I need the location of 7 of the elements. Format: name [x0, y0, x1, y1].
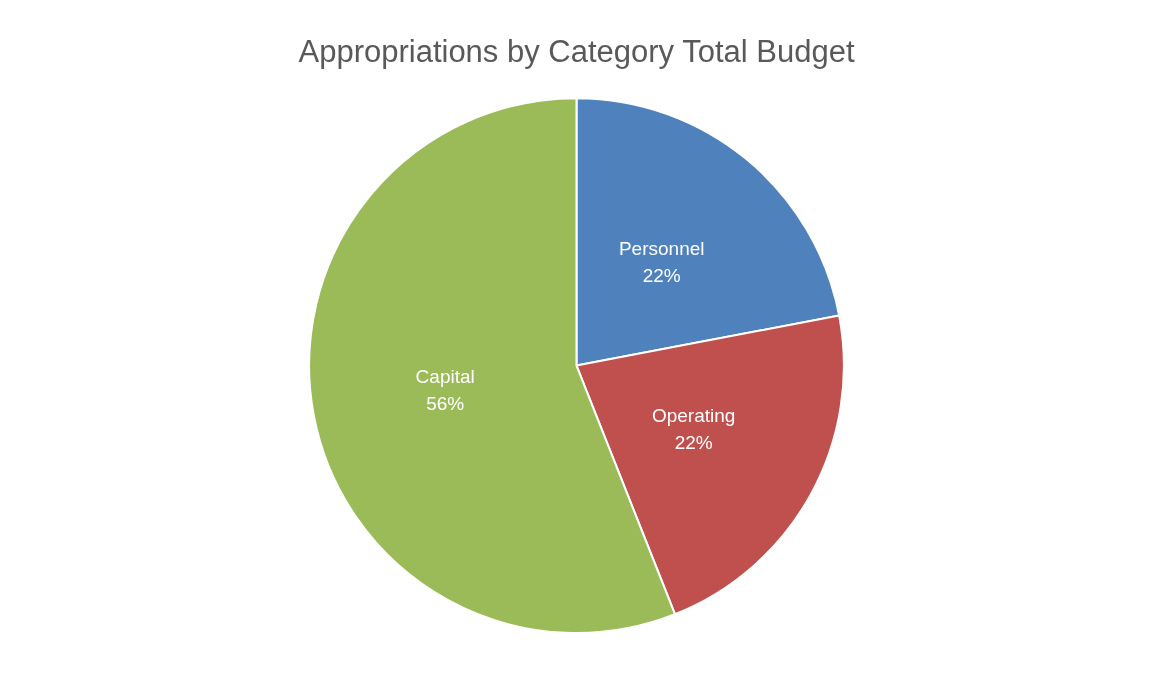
slice-label: Operating [651, 405, 736, 427]
data-label: 22% [642, 264, 681, 286]
chart-title: Appropriations by Category Total Budget [298, 34, 855, 70]
data-label: 22% [674, 432, 713, 454]
slice-label: Capital [415, 365, 475, 387]
slice-label: Personnel [618, 237, 705, 259]
data-label: 56% [426, 392, 465, 414]
